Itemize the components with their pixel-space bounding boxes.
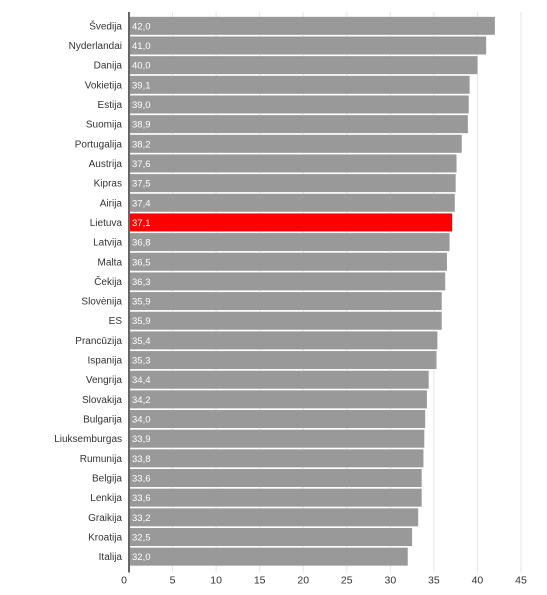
- data-label: 37,1: [132, 218, 151, 229]
- category-label: Slovėnija: [81, 297, 122, 308]
- category-labels: Švedija Nyderlandai Danija Vokietija Estija S…: [54, 19, 122, 563]
- tick-label: 15: [254, 574, 266, 586]
- category-label: Malta: [98, 257, 123, 268]
- category-label: Vengrija: [86, 375, 123, 386]
- data-label: 38,9: [132, 120, 151, 131]
- bar: [130, 16, 495, 35]
- bar: [130, 547, 408, 566]
- data-label: 33,8: [132, 454, 151, 465]
- bar: [130, 429, 425, 448]
- category-label: Slovakija: [82, 395, 122, 406]
- data-label: 34,0: [132, 415, 151, 426]
- bar: [130, 331, 438, 350]
- data-label: 37,4: [132, 198, 151, 209]
- category-label: Portugalija: [75, 139, 123, 150]
- data-label: 37,6: [132, 159, 151, 170]
- bar: [130, 370, 429, 389]
- bar: [130, 410, 426, 429]
- data-label: 38,2: [132, 139, 151, 150]
- tick-label: 0: [121, 574, 127, 586]
- category-label: Lenkija: [90, 493, 122, 504]
- category-label: Suomija: [86, 120, 123, 131]
- data-label: 36,3: [132, 277, 151, 288]
- category-label: Bulgarija: [83, 415, 122, 426]
- bar: [130, 449, 424, 468]
- bars-group: [130, 16, 495, 566]
- bar: [130, 213, 453, 232]
- data-label: 39,1: [132, 80, 151, 91]
- data-label: 37,5: [132, 179, 151, 190]
- data-label: 32,5: [132, 532, 151, 543]
- category-label: Prancūzija: [75, 336, 122, 347]
- category-label: Estija: [98, 100, 123, 111]
- bar: [130, 134, 462, 153]
- category-label: Kipras: [94, 179, 122, 190]
- category-label: ES: [109, 316, 123, 327]
- tick-label: 10: [210, 574, 222, 586]
- bar: [130, 56, 478, 75]
- bar: [130, 193, 455, 212]
- bar: [130, 115, 468, 134]
- data-label: 36,8: [132, 238, 151, 249]
- bar: [130, 488, 422, 507]
- data-label: 33,9: [132, 434, 151, 445]
- data-label: 42,0: [132, 21, 151, 32]
- data-label: 35,4: [132, 336, 151, 347]
- category-label: Danija: [94, 61, 123, 72]
- category-label: Latvija: [93, 238, 122, 249]
- bar: [130, 527, 413, 546]
- tick-label: 30: [384, 574, 396, 586]
- data-label: 33,2: [132, 513, 151, 524]
- data-label: 35,9: [132, 316, 151, 327]
- bar: [130, 272, 446, 291]
- category-label: Švedija: [89, 19, 122, 32]
- data-label: 41,0: [132, 41, 151, 52]
- value-labels: 42,0 41,0 40,0 39,1 39,0 38,9 38,2 37,6 37,5 37,4…: [132, 21, 151, 563]
- bar: [130, 469, 422, 488]
- bar: [130, 95, 469, 114]
- category-label: Čekija: [94, 275, 122, 288]
- data-label: 36,5: [132, 257, 151, 268]
- category-label: Ispanija: [88, 356, 123, 367]
- category-label: Kroatija: [88, 532, 122, 543]
- bar: [130, 292, 442, 311]
- tick-label: 45: [515, 574, 527, 586]
- data-label: 34,4: [132, 375, 151, 386]
- category-label: Rumunija: [80, 454, 123, 465]
- data-label: 33,6: [132, 493, 151, 504]
- bar: [130, 154, 457, 173]
- category-label: Nyderlandai: [69, 41, 122, 52]
- x-axis-ticks: 0 5 10 15 20 25 30 35 40 45: [121, 574, 527, 586]
- tick-label: 5: [170, 574, 176, 586]
- bar: [130, 508, 419, 527]
- data-label: 33,6: [132, 474, 151, 485]
- bar: [130, 233, 450, 252]
- bar: [130, 36, 487, 55]
- category-label: Vokietija: [85, 80, 123, 91]
- bar: [130, 174, 456, 193]
- category-label: Italija: [99, 552, 123, 563]
- tick-label: 40: [472, 574, 484, 586]
- tick-label: 20: [297, 574, 309, 586]
- bar: [130, 351, 437, 370]
- bar: [130, 75, 470, 94]
- data-label: 39,0: [132, 100, 151, 111]
- bar: [130, 311, 442, 330]
- category-label: Graikija: [88, 513, 122, 524]
- data-label: 32,0: [132, 552, 151, 563]
- tick-label: 35: [428, 574, 440, 586]
- data-label: 34,2: [132, 395, 151, 406]
- category-label: Austrija: [89, 159, 123, 170]
- data-label: 35,3: [132, 356, 151, 367]
- category-label: Belgija: [92, 474, 122, 485]
- data-label: 40,0: [132, 61, 151, 72]
- category-label: Airija: [100, 198, 123, 209]
- bar: [130, 252, 447, 271]
- tick-label: 25: [341, 574, 353, 586]
- category-label: Lietuva: [90, 218, 123, 229]
- data-label: 35,9: [132, 297, 151, 308]
- category-label: Liuksemburgas: [54, 434, 122, 445]
- bar: [130, 390, 427, 409]
